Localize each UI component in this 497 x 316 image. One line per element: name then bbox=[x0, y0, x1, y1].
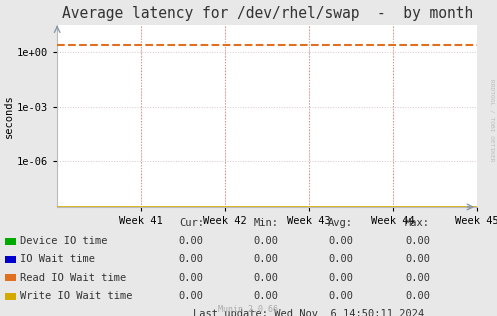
Text: 0.00: 0.00 bbox=[253, 273, 278, 283]
Text: 0.00: 0.00 bbox=[405, 236, 430, 246]
Text: 0.00: 0.00 bbox=[405, 254, 430, 264]
Text: 0.00: 0.00 bbox=[253, 254, 278, 264]
Text: Write IO Wait time: Write IO Wait time bbox=[20, 291, 133, 301]
Text: 0.00: 0.00 bbox=[253, 236, 278, 246]
Text: 0.00: 0.00 bbox=[328, 254, 353, 264]
Text: Avg:: Avg: bbox=[328, 218, 353, 228]
Text: Read IO Wait time: Read IO Wait time bbox=[20, 273, 127, 283]
Text: 0.00: 0.00 bbox=[405, 273, 430, 283]
Text: Last update: Wed Nov  6 14:50:11 2024: Last update: Wed Nov 6 14:50:11 2024 bbox=[192, 309, 424, 316]
Text: 0.00: 0.00 bbox=[179, 291, 204, 301]
Text: Cur:: Cur: bbox=[179, 218, 204, 228]
Text: RRDTOOL / TOBI OETIKER: RRDTOOL / TOBI OETIKER bbox=[490, 79, 495, 161]
Text: 0.00: 0.00 bbox=[328, 273, 353, 283]
Text: Max:: Max: bbox=[405, 218, 430, 228]
Text: 0.00: 0.00 bbox=[179, 236, 204, 246]
Title: Average latency for /dev/rhel/swap  -  by month: Average latency for /dev/rhel/swap - by … bbox=[62, 6, 473, 21]
Text: 0.00: 0.00 bbox=[405, 291, 430, 301]
Text: 0.00: 0.00 bbox=[179, 254, 204, 264]
Text: 0.00: 0.00 bbox=[328, 236, 353, 246]
Text: IO Wait time: IO Wait time bbox=[20, 254, 95, 264]
Text: Munin 2.0.66: Munin 2.0.66 bbox=[219, 306, 278, 314]
Text: Device IO time: Device IO time bbox=[20, 236, 108, 246]
Text: Min:: Min: bbox=[253, 218, 278, 228]
Y-axis label: seconds: seconds bbox=[4, 94, 14, 138]
Text: 0.00: 0.00 bbox=[328, 291, 353, 301]
Text: 0.00: 0.00 bbox=[253, 291, 278, 301]
Text: 0.00: 0.00 bbox=[179, 273, 204, 283]
